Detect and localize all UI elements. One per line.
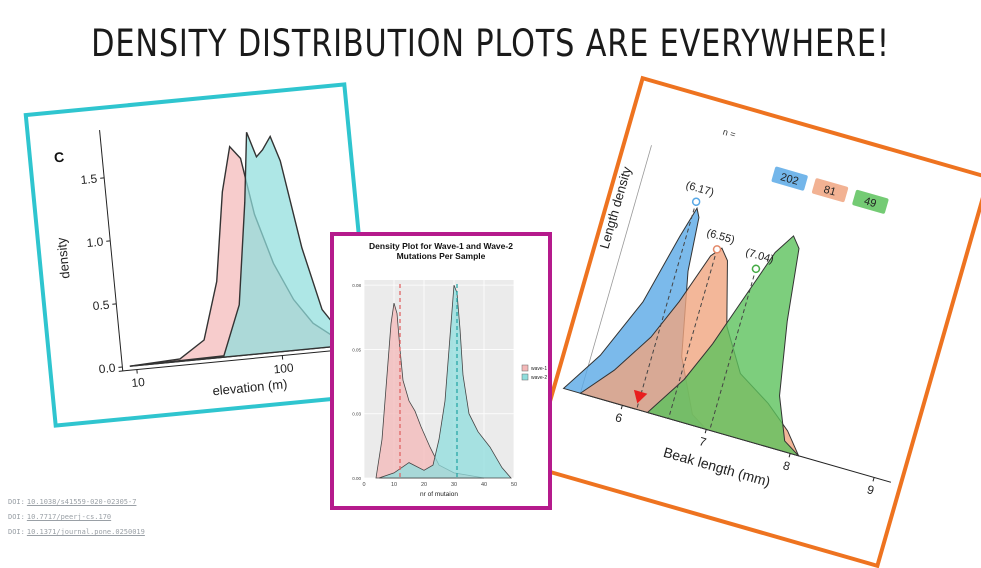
doi-label: DOI: (8, 513, 25, 521)
reference-doi-1[interactable]: DOI:10.1038/s41559-020-02305-7 (8, 498, 136, 506)
doi-link[interactable]: 10.1038/s41559-020-02305-7 (27, 498, 137, 506)
y-axis-label: Length density (597, 165, 635, 251)
x-tick (705, 429, 706, 433)
x-tick (873, 477, 874, 481)
doi-link[interactable]: 10.7717/peerj-cs.170 (27, 513, 111, 521)
y-tick-label: 0.08 (352, 283, 361, 288)
x-tick (789, 453, 790, 457)
chart-title-line: Density Plot for Wave-1 and Wave-2 (369, 241, 513, 251)
x-tick-label: 100 (273, 361, 295, 377)
y-tick-label: 1.5 (80, 172, 98, 188)
legend-label-wave-2: wave-2 (531, 375, 547, 381)
doi-link[interactable]: 10.1371/journal.pone.0250019 (27, 528, 145, 536)
doi-label: DOI: (8, 528, 25, 536)
x-tick-label: 10 (391, 482, 397, 488)
legend-swatch-wave-2 (522, 374, 528, 380)
legend-label-wave-1: wave-1 (531, 366, 547, 372)
slide-title: DENSITY DISTRIBUTION PLOTS ARE EVERYWHER… (88, 22, 892, 65)
x-tick-label: 30 (451, 482, 457, 488)
reference-doi-2[interactable]: DOI:10.7717/peerj-cs.170 (8, 513, 111, 521)
y-tick-label: 0.0 (98, 361, 116, 377)
mean-marker-3 (752, 264, 761, 273)
reference-doi-3[interactable]: DOI:10.1371/journal.pone.0250019 (8, 528, 145, 536)
mean-label-3: (7.04) (744, 247, 775, 266)
x-tick-label: 0 (362, 482, 365, 488)
x-tick-label: 6 (614, 410, 625, 425)
x-tick-label: 20 (421, 482, 427, 488)
y-tick-label: 0.03 (352, 412, 361, 417)
wave-mutations-density-chart: 0.00 0.03 0.05 0.08 0 10 20 30 40 50 nr of mutaion… (334, 236, 548, 506)
y-axis-label: density (54, 236, 73, 279)
legend-swatch-wave-1 (522, 365, 528, 371)
y-tick-label: 0.5 (92, 298, 110, 314)
n-label: n = (722, 127, 737, 140)
mean-label-1: (6.17) (684, 180, 715, 199)
y-tick-label: 1.0 (86, 235, 104, 251)
x-tick (621, 405, 622, 409)
x-axis-label: Beak length (mm) (662, 444, 773, 490)
y-tick-label: 0.00 (352, 476, 361, 481)
x-tick-label: 10 (131, 375, 146, 390)
x-axis-label: nr of mutaion (420, 491, 458, 498)
y-axis-line (100, 130, 123, 371)
doi-label: DOI: (8, 498, 25, 506)
chart-title-line: Mutations Per Sample (397, 251, 486, 261)
x-tick-label: 50 (511, 482, 517, 488)
y-tick-label: 0.05 (352, 347, 361, 352)
x-tick-label: 9 (865, 482, 876, 497)
mean-label-2: (6.55) (705, 227, 736, 246)
x-tick-label: 40 (481, 482, 487, 488)
x-tick-label: 7 (698, 434, 709, 449)
panel-label: C (53, 149, 65, 166)
mean-marker-1 (692, 197, 701, 206)
wave-mutations-density-figure: 0.00 0.03 0.05 0.08 0 10 20 30 40 50 nr of mutaion… (330, 232, 552, 510)
x-tick-label: 8 (781, 458, 792, 473)
x-axis-label: elevation (m) (212, 376, 288, 398)
